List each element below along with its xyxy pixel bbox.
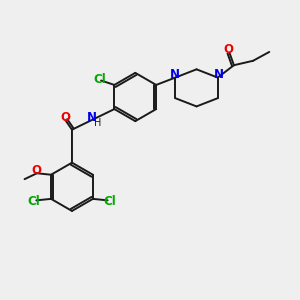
Text: N: N (214, 68, 224, 81)
Text: N: N (170, 68, 180, 81)
Text: N: N (87, 111, 97, 124)
Text: O: O (223, 44, 233, 56)
Text: Cl: Cl (93, 73, 106, 85)
Text: O: O (31, 164, 41, 177)
Text: H: H (94, 118, 101, 128)
Text: O: O (61, 111, 70, 124)
Text: Cl: Cl (28, 195, 40, 208)
Text: Cl: Cl (103, 195, 116, 208)
